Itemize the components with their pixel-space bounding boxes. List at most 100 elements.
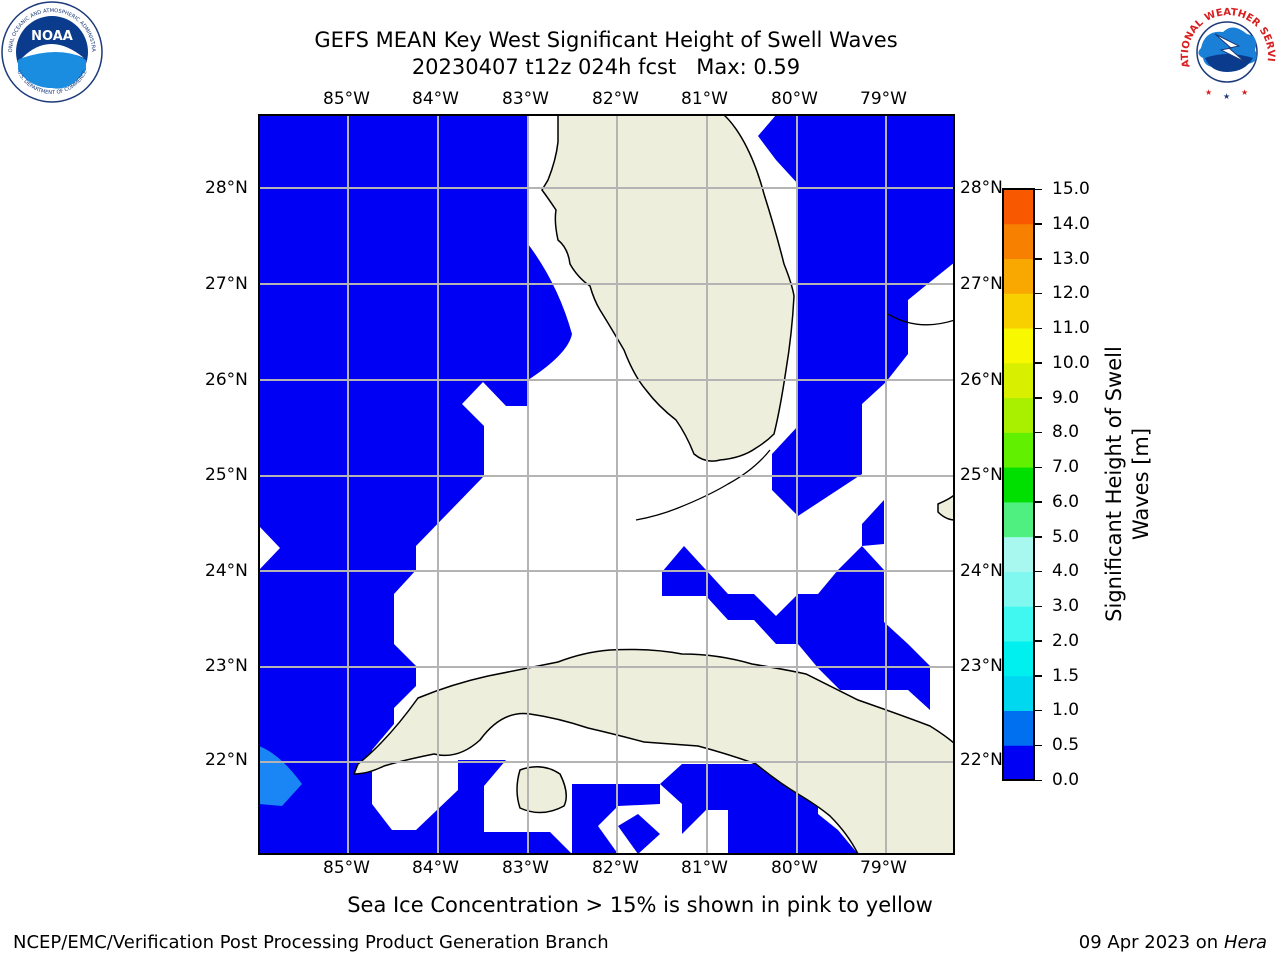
colorbar-segment [1003,223,1034,260]
lat-label-left: 27°N [205,274,248,294]
colorbar-tick-mark [1035,327,1042,330]
svg-text:★: ★ [1223,92,1230,101]
colorbar-tick-mark [1035,605,1042,608]
colorbar-tick-label: 8.0 [1052,422,1080,443]
colorbar-segment [1003,432,1034,468]
colorbar-tick-mark [1035,640,1042,642]
lat-label-right: 25°N [960,465,1003,485]
lat-label-right: 22°N [960,750,1003,770]
lon-label-bottom: 85°W [323,858,370,878]
colorbar-segment [1003,675,1034,711]
colorbar-segment [1003,189,1034,225]
land-isla-juventud [516,766,567,814]
lat-label-left: 23°N [205,656,248,676]
colorbar-tick-label: 10.0 [1052,352,1090,373]
colorbar-tick-label: 9.0 [1052,387,1080,408]
lon-label-top: 80°W [771,89,818,109]
colorbar-tick-label: 13.0 [1052,248,1090,269]
lat-label-left: 28°N [205,178,248,198]
lon-label-bottom: 80°W [771,858,818,878]
colorbar [1002,188,1035,781]
colorbar-tick-mark [1035,466,1042,469]
colorbar-tick-label: 1.0 [1052,700,1080,721]
svg-text:★: ★ [1205,88,1212,97]
colorbar-segment [1003,745,1034,781]
lon-label-bottom: 79°W [860,858,907,878]
colorbar-segment [1003,640,1034,677]
lat-label-left: 22°N [205,750,248,770]
colorbar-segment [1003,258,1034,294]
colorbar-tick-mark [1035,779,1042,781]
colorbar-segment [1003,328,1034,364]
map-panel [258,114,955,855]
swell-field-cuba-south-b [572,784,618,854]
colorbar-segment [1003,571,1034,607]
colorbar-tick-label: 0.0 [1052,770,1080,790]
svg-text:★: ★ [1241,88,1248,97]
map-gridlines [258,114,955,855]
colorbar-tick-label: 4.0 [1052,561,1080,582]
swell-field-gulf [259,115,572,854]
colorbar-segment [1003,501,1034,538]
lat-label-left: 26°N [205,370,248,390]
lon-label-top: 84°W [412,89,459,109]
lon-label-top: 82°W [592,89,639,109]
sea-ice-note: Sea Ice Concentration > 15% is shown in … [347,893,933,917]
colorbar-tick-mark [1035,292,1042,295]
lat-label-right: 28°N [960,178,1003,198]
chart-title: GEFS MEAN Key West Significant Height of… [314,28,898,52]
colorbar-segment [1003,536,1034,572]
swell-field-west-notch [259,526,280,570]
lat-label-right: 27°N [960,274,1003,294]
lat-label-left: 24°N [205,561,248,581]
colorbar-tick-label: 5.0 [1052,526,1080,547]
colorbar-tick-mark [1035,431,1042,434]
colorbar-tick-label: 11.0 [1052,318,1090,339]
colorbar-tick-mark [1035,675,1042,677]
land-bahamas [937,492,955,521]
colorbar-tick-mark [1035,223,1042,225]
branch-credit: NCEP/EMC/Verification Post Processing Pr… [13,932,609,953]
colorbar-tick-mark [1035,744,1042,747]
colorbar-tick-label: 14.0 [1052,213,1090,234]
lon-label-top: 85°W [323,89,370,109]
colorbar-tick-label: 0.5 [1052,735,1080,756]
colorbar-tick-mark [1035,188,1042,190]
colorbar-frame [1002,188,1035,781]
colorbar-tick-mark [1035,570,1042,573]
colorbar-segment [1003,293,1034,329]
lat-label-right: 26°N [960,370,1003,390]
colorbar-tick-label: 3.0 [1052,596,1080,617]
colorbar-tick-label: 7.0 [1052,457,1080,478]
florida-keys [635,449,771,521]
lat-label-right: 23°N [960,656,1003,676]
colorbar-label: Significant Height of Swell Waves [m] [1102,346,1153,622]
colorbar-segment [1003,606,1034,642]
chart-subtitle: 20230407 t12z 024h fcst Max: 0.59 [411,55,801,79]
lon-label-top: 83°W [502,89,549,109]
colorbar-tick-label: 1.5 [1052,665,1080,686]
lat-label-right: 24°N [960,561,1003,581]
land-florida [541,114,795,462]
lon-label-bottom: 84°W [412,858,459,878]
colorbar-segment [1003,467,1034,503]
noaa-logo-text: NOAA [31,29,73,44]
swell-field-atlantic [758,115,955,516]
colorbar-segment [1003,362,1034,399]
lon-label-top: 81°W [681,89,728,109]
colorbar-tick-mark [1035,362,1042,364]
lon-label-bottom: 82°W [592,858,639,878]
date-text: 09 Apr 2023 on [1078,932,1224,953]
swell-field-atlantic-lower [862,500,884,546]
colorbar-segment [1003,397,1034,433]
colorbar-tick-label: 15.0 [1052,179,1090,199]
noaa-logo: NOAA NATIONAL OCEANIC AND ATMOSPHERIC AD… [0,0,103,103]
colorbar-tick-mark [1035,536,1042,538]
colorbar-tick-mark [1035,397,1042,399]
generation-date: 09 Apr 2023 on Hera [1079,932,1267,954]
colorbar-tick-mark [1035,709,1042,712]
lon-label-top: 79°W [860,89,907,109]
colorbar-tick-label: 2.0 [1052,630,1080,651]
colorbar-tick-mark [1035,258,1042,260]
lat-label-left: 25°N [205,465,248,485]
